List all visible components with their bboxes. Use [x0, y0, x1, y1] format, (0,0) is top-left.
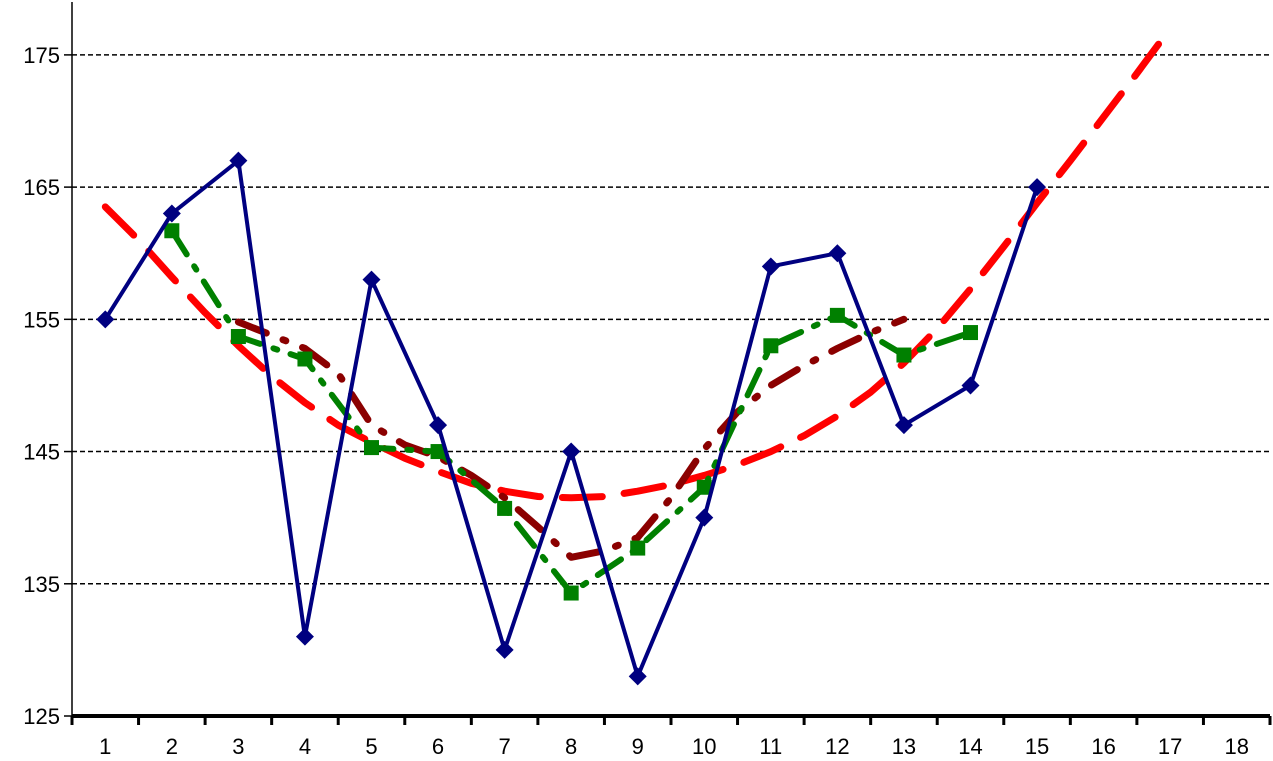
x-tick-label-17: 17: [1158, 734, 1182, 759]
series-layer: [96, 24, 1174, 686]
point-diamond-13: [894, 416, 913, 435]
x-tick-label-18: 18: [1224, 734, 1248, 759]
x-tick-label-4: 4: [299, 734, 311, 759]
point-diamond-2: [162, 204, 181, 223]
point-diamond-12: [828, 244, 847, 263]
x-tick-label-14: 14: [958, 734, 982, 759]
x-tick-label-16: 16: [1091, 734, 1115, 759]
y-tick-label-175: 175: [23, 43, 60, 68]
y-tick-label-155: 155: [23, 307, 60, 332]
point-square-5: [364, 440, 379, 456]
y-tick-label-125: 125: [23, 704, 60, 729]
axes: [64, 2, 1272, 725]
point-diamond-8: [562, 442, 581, 461]
point-square-10: [696, 479, 712, 495]
point-diamond-4: [295, 627, 314, 646]
series-3-long-dash: [101, 24, 1174, 502]
point-diamond-10: [695, 508, 714, 527]
y-tick-label-135: 135: [23, 572, 60, 597]
series-2-dash-dot: [234, 315, 908, 561]
point-square-9: [630, 540, 646, 556]
point-diamond-14: [961, 376, 980, 395]
point-diamond-5: [362, 270, 381, 289]
x-tick-label-13: 13: [892, 734, 916, 759]
point-square-3: [230, 329, 246, 345]
x-tick-label-8: 8: [565, 734, 577, 759]
series-line-3: [101, 24, 1174, 502]
point-diamond-1: [96, 310, 115, 329]
y-tick-label-165: 165: [23, 175, 60, 200]
series-0-solid-diamond: [96, 151, 1047, 686]
series-1-dash-dot-square: [164, 223, 978, 601]
point-square-13: [896, 347, 912, 363]
x-tick-label-10: 10: [692, 734, 716, 759]
x-tick-label-5: 5: [365, 734, 377, 759]
point-diamond-7: [495, 640, 514, 659]
point-square-2: [164, 223, 180, 239]
x-tick-label-15: 15: [1025, 734, 1049, 759]
point-diamond-9: [628, 667, 647, 686]
x-tick-label-3: 3: [232, 734, 244, 759]
point-diamond-11: [761, 257, 780, 276]
point-square-11: [763, 338, 779, 354]
x-tick-label-7: 7: [498, 734, 510, 759]
point-square-12: [829, 307, 845, 323]
point-diamond-15: [1028, 178, 1047, 197]
gridlines: [72, 54, 1270, 585]
x-tick-label-9: 9: [632, 734, 644, 759]
point-diamond-6: [429, 416, 448, 435]
y-tick-label-145: 145: [23, 440, 60, 465]
point-square-6: [430, 444, 446, 460]
x-tick-label-1: 1: [99, 734, 111, 759]
point-square-7: [497, 500, 513, 516]
x-tick-label-2: 2: [166, 734, 178, 759]
x-tick-label-6: 6: [432, 734, 444, 759]
series-line-2: [234, 315, 908, 561]
point-square-8: [563, 585, 579, 601]
x-tick-label-11: 11: [759, 734, 782, 759]
point-square-14: [963, 325, 978, 341]
point-square-4: [297, 351, 313, 367]
point-diamond-3: [229, 151, 248, 170]
x-tick-label-12: 12: [825, 734, 849, 759]
